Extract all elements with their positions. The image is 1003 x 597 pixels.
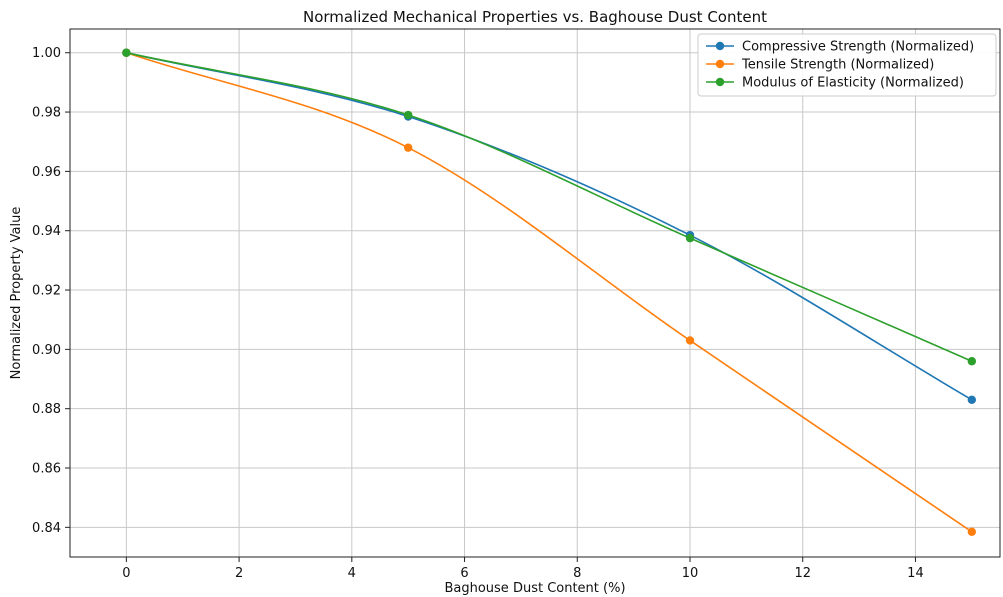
grid xyxy=(70,29,1000,557)
legend-item: Compressive Strength (Normalized) xyxy=(706,40,974,55)
y-axis-label: Normalized Property Value xyxy=(9,207,24,380)
data-point xyxy=(403,143,413,152)
legend-label: Compressive Strength (Normalized) xyxy=(742,40,974,55)
y-tick-label: 0.86 xyxy=(32,462,61,477)
legend-swatch-marker xyxy=(715,41,725,51)
y-tick-label: 0.92 xyxy=(32,284,61,299)
x-axis-label: Baghouse Dust Content (%) xyxy=(444,581,625,596)
legend-item: Tensile Strength (Normalized) xyxy=(706,58,934,73)
y-tick-label: 0.98 xyxy=(32,106,61,121)
data-point xyxy=(967,357,977,366)
y-tick-label: 0.88 xyxy=(32,402,61,417)
series-line xyxy=(126,51,973,362)
series-1 xyxy=(122,48,977,404)
series-2 xyxy=(122,48,977,536)
series-line xyxy=(126,51,973,533)
series-line xyxy=(126,51,973,401)
y-tick-label: 0.84 xyxy=(32,521,61,536)
x-tick-label: 4 xyxy=(348,566,356,581)
chart-title: Normalized Mechanical Properties vs. Bag… xyxy=(303,8,767,26)
x-tick-label: 2 xyxy=(235,566,243,581)
legend-item: Modulus of Elasticity (Normalized) xyxy=(706,76,964,91)
data-point xyxy=(122,48,131,57)
legend-swatch-marker xyxy=(715,77,725,87)
y-tick-label: 0.94 xyxy=(32,224,61,239)
data-point xyxy=(403,110,413,120)
x-tick-label: 14 xyxy=(907,566,924,581)
data-point xyxy=(967,527,977,536)
series-3 xyxy=(122,48,977,366)
axis-ticks: 0 2 4 6 8 10 12 14 0.84 0.86 0.88 0.90 0.92 0.94 0.96 0… xyxy=(32,46,924,581)
x-tick-label: 0 xyxy=(122,566,130,581)
x-tick-label: 12 xyxy=(794,566,811,581)
legend-box xyxy=(697,33,997,97)
legend: Compressive Strength (Normalized) Tensile… xyxy=(697,33,997,97)
legend-label: Tensile Strength (Normalized) xyxy=(741,58,934,73)
data-point xyxy=(685,233,695,243)
y-tick-label: 0.90 xyxy=(32,343,61,358)
legend-swatch-marker xyxy=(715,59,725,69)
data-point xyxy=(967,395,977,404)
y-tick-label: 1.00 xyxy=(32,46,61,61)
plot-frame xyxy=(69,28,1001,558)
x-tick-label: 10 xyxy=(682,566,699,581)
x-tick-label: 6 xyxy=(460,566,468,581)
x-tick-label: 8 xyxy=(573,566,581,581)
y-tick-label: 0.96 xyxy=(32,165,61,180)
data-point xyxy=(685,336,695,345)
legend-label: Modulus of Elasticity (Normalized) xyxy=(742,76,964,91)
